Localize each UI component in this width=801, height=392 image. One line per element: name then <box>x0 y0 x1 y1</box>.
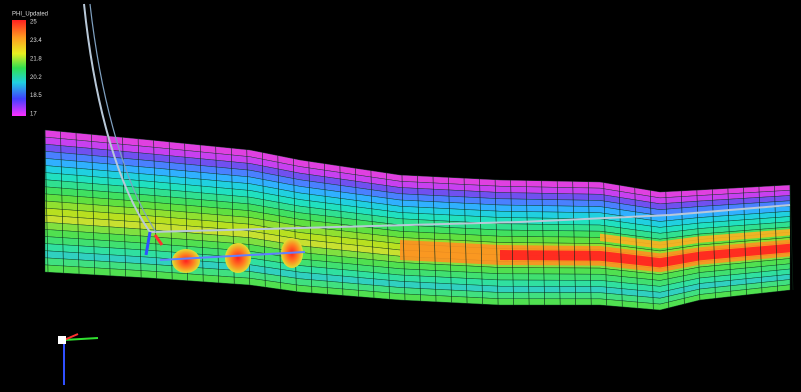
legend-tick-label: 17 <box>30 112 37 118</box>
legend-tick-label: 18.5 <box>30 93 42 99</box>
legend-tick-label: 20.2 <box>30 75 42 81</box>
bulb <box>172 249 200 273</box>
page: PHI_Updated 2523.421.820.218.517 (() => … <box>0 0 801 392</box>
legend-title: PHI_Updated <box>12 12 48 18</box>
legend-bar <box>12 20 26 116</box>
legend-tick-label: 25 <box>30 20 37 26</box>
bulb <box>225 243 251 273</box>
axis-origin <box>58 336 66 344</box>
legend-tick-label: 21.8 <box>30 56 42 62</box>
viewport: PHI_Updated 25 23.4 21.8 20.2 18.5 17 <box>0 0 801 392</box>
legend-tick-label: 23.4 <box>30 38 42 44</box>
